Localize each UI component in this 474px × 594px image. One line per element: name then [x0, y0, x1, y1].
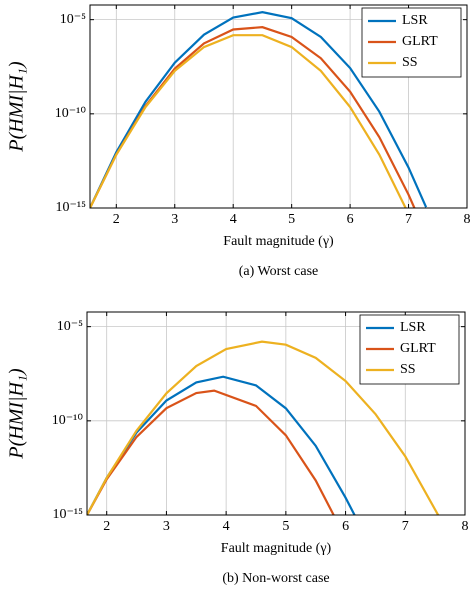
- x-tick-label: 5: [288, 212, 295, 227]
- line: [90, 34, 407, 208]
- y-axis-label: P(HMI|H₁): [6, 61, 28, 153]
- legend-label: SS: [400, 362, 416, 377]
- legend-label: LSR: [400, 320, 426, 335]
- legend-label: SS: [402, 55, 418, 70]
- x-tick-label: 7: [402, 519, 409, 534]
- y-tick-label: 10⁻¹⁵: [53, 507, 84, 522]
- y-tick-label: 10⁻¹⁰: [52, 413, 84, 428]
- x-tick-label: 3: [171, 212, 178, 227]
- plot-frame: [89, 4, 468, 209]
- line: [87, 389, 335, 515]
- legend-label: GLRT: [402, 34, 438, 49]
- x-tick-label: 5: [282, 519, 289, 534]
- x-tick-label: 3: [163, 519, 170, 534]
- caption: (a) Worst case: [239, 264, 318, 279]
- legend-label: LSR: [402, 13, 428, 28]
- y-tick-label: 10⁻⁵: [60, 12, 86, 27]
- y-axis-label: P(HMI|H₁): [6, 368, 28, 460]
- caption: (b) Non-worst case: [222, 571, 329, 586]
- plot-frame: [86, 311, 466, 516]
- line: [90, 11, 428, 208]
- x-tick-label: 7: [405, 212, 412, 227]
- x-tick-label: 6: [342, 519, 349, 534]
- x-tick-label: 8: [462, 519, 469, 534]
- y-tick-label: 10⁻¹⁵: [56, 200, 87, 215]
- x-tick-label: 8: [464, 212, 471, 227]
- legend-label: GLRT: [400, 341, 436, 356]
- x-axis-label: Fault magnitude (γ): [221, 541, 332, 556]
- x-tick-label: 6: [347, 212, 354, 227]
- y-tick-label: 10⁻¹⁰: [55, 106, 87, 121]
- x-tick-label: 4: [223, 519, 230, 534]
- x-axis-label: Fault magnitude (γ): [223, 234, 334, 249]
- line: [87, 340, 440, 515]
- x-tick-label: 4: [230, 212, 237, 227]
- x-tick-label: 2: [113, 212, 120, 227]
- x-tick-label: 2: [103, 519, 110, 534]
- y-tick-label: 10⁻⁵: [57, 319, 83, 334]
